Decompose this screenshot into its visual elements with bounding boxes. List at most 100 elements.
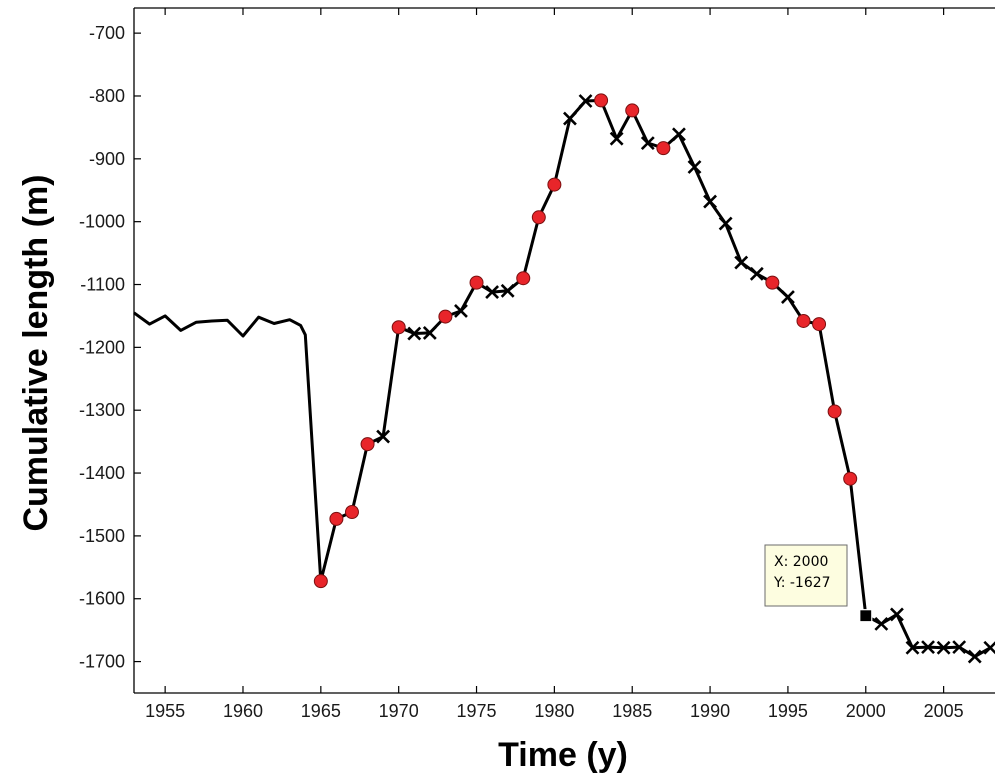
y-axis-title: Cumulative length (m)	[17, 174, 55, 531]
cross-marker	[967, 649, 982, 664]
cross-stroke	[376, 429, 391, 444]
cross-stroke	[983, 641, 995, 655]
cross-stroke	[609, 131, 624, 146]
circle-marker	[516, 271, 531, 286]
cross-marker	[703, 194, 717, 209]
cross-stroke	[874, 616, 889, 631]
cross-stroke	[889, 607, 904, 622]
cross-marker	[749, 266, 764, 281]
cross-marker	[500, 283, 515, 298]
y-tick-label: -900	[89, 149, 125, 169]
cross-stroke	[422, 325, 437, 340]
circle-marker	[391, 320, 406, 335]
datatip-marker	[859, 609, 873, 623]
datatip-box	[764, 544, 848, 607]
cross-stroke	[952, 640, 967, 655]
x-tick-label: 2000	[846, 701, 886, 721]
cross-stroke	[672, 127, 686, 142]
y-tick-label: -1100	[80, 275, 125, 295]
cross-stroke	[407, 326, 422, 341]
data-layer	[133, 93, 995, 664]
cross-marker	[376, 429, 391, 444]
x-tick-label: 1990	[690, 701, 730, 721]
cross-stroke	[718, 216, 733, 231]
circle-marker	[344, 505, 359, 520]
x-tick-label: 2005	[924, 701, 964, 721]
cross-marker	[563, 111, 577, 126]
y-tick-label: -800	[89, 86, 125, 106]
circle-marker	[531, 210, 546, 225]
cross-stroke	[781, 290, 795, 305]
cross-marker	[578, 94, 593, 108]
axis-tick-labels: 1955 1960 1965 1970 1975 1980 1985 1990 1995 2000…	[79, 23, 964, 721]
cross-marker	[905, 640, 920, 655]
circle-marker	[594, 93, 609, 108]
circle-marker	[827, 404, 842, 419]
circle-marker	[812, 317, 827, 332]
y-tick-label: -1400	[79, 463, 125, 483]
circle-marker	[843, 471, 858, 486]
circle-marker	[796, 313, 811, 328]
cross-stroke	[485, 285, 500, 299]
cross-marker	[983, 640, 995, 655]
cross-marker	[422, 325, 437, 340]
cross-marker	[672, 127, 686, 142]
cross-stroke	[500, 283, 515, 298]
y-tick-label: -1700	[79, 652, 125, 672]
y-tick-label: -1200	[79, 337, 125, 357]
cross-marker	[485, 285, 500, 299]
cross-marker	[407, 326, 422, 341]
axis-ticks	[134, 8, 945, 693]
x-axis-title: Time (y)	[498, 736, 628, 774]
y-tick-label: -1500	[79, 526, 125, 546]
x-tick-label: 1970	[379, 701, 419, 721]
cross-marker	[640, 136, 655, 151]
circle-marker	[329, 511, 344, 526]
datatip[interactable]: X: 2000 Y: -1627	[764, 544, 873, 623]
cross-stroke	[749, 266, 764, 281]
x-tick-label: 1975	[457, 701, 497, 721]
plot-frame	[133, 7, 995, 694]
cross-marker	[687, 160, 702, 174]
y-tick-label: -1300	[79, 400, 125, 420]
circle-marker	[469, 275, 484, 290]
x-tick-label: 1960	[223, 701, 263, 721]
cross-marker	[936, 640, 951, 655]
cross-marker	[952, 640, 967, 655]
cross-marker	[921, 640, 935, 655]
cross-marker	[609, 131, 624, 146]
y-tick-label: -1600	[79, 589, 125, 609]
datatip-x-text: X: 2000	[774, 554, 828, 570]
cross-marker	[734, 255, 749, 270]
x-tick-label: 1955	[145, 701, 185, 721]
cross-stroke	[734, 255, 749, 270]
cross-marker	[781, 290, 795, 305]
cross-marker	[874, 616, 889, 631]
cross-stroke	[454, 303, 468, 318]
y-tick-label: -1000	[79, 212, 125, 232]
circle-marker	[360, 437, 375, 452]
y-tick-label: -700	[89, 23, 125, 43]
x-tick-label: 1965	[301, 701, 341, 721]
x-tick-label: 1985	[612, 701, 652, 721]
circle-marker	[438, 309, 453, 324]
circle-marker	[313, 574, 328, 589]
circle-marker	[656, 141, 671, 156]
cross-stroke	[563, 111, 577, 126]
cross-marker	[718, 216, 733, 231]
cross-stroke	[905, 640, 920, 655]
cross-marker	[889, 607, 904, 622]
datatip-y-text: Y: -1627	[773, 575, 831, 591]
cross-stroke	[703, 194, 717, 209]
cross-stroke	[687, 160, 702, 174]
cross-stroke	[967, 649, 982, 664]
series-line	[133, 98, 992, 659]
circle-marker	[625, 103, 640, 118]
circle-marker	[765, 275, 780, 290]
cross-stroke	[921, 640, 935, 655]
cross-stroke	[578, 94, 593, 108]
cross-stroke	[936, 640, 951, 655]
cross-stroke	[640, 136, 655, 151]
cross-marker	[454, 303, 468, 318]
